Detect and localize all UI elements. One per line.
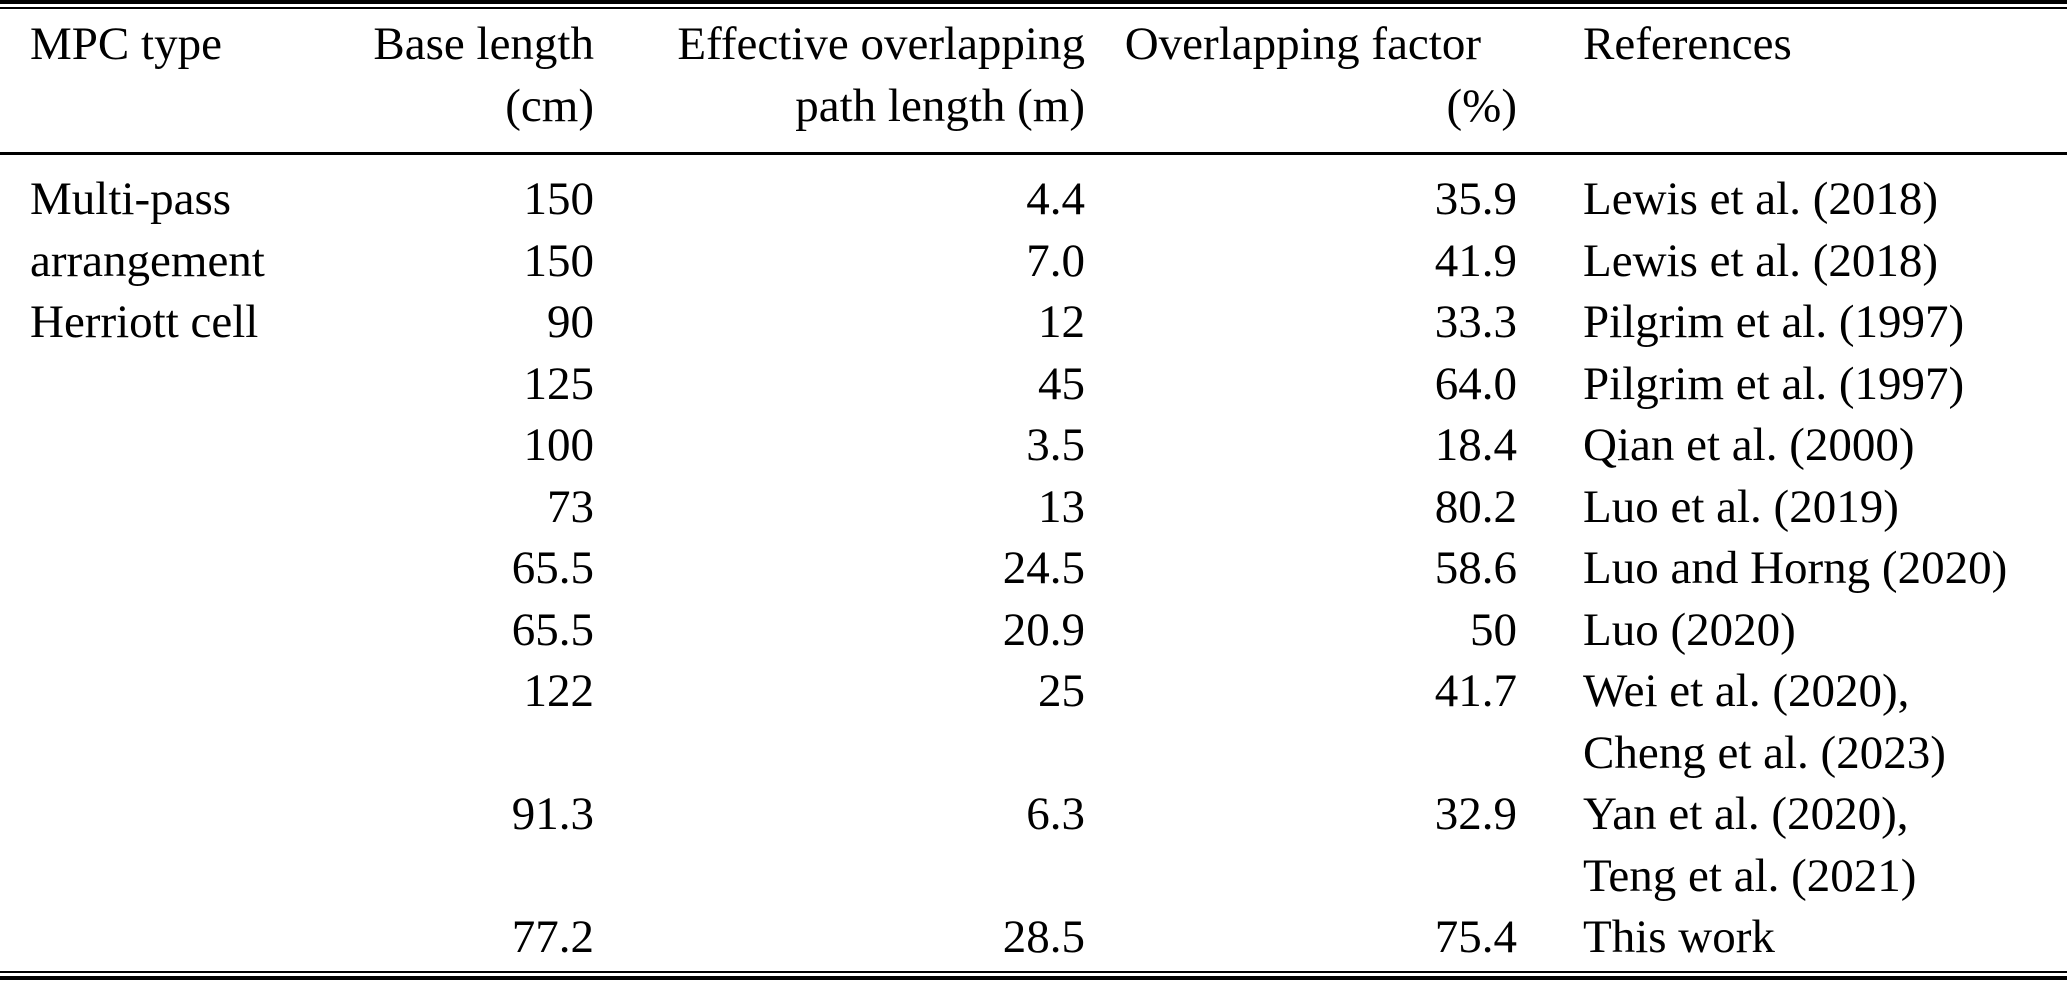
- reference-line: Yan et al. (2020),: [1583, 788, 1909, 840]
- references-cell: Pilgrim et al. (1997): [1517, 292, 2067, 354]
- header-overlap-factor: Overlapping factor (%): [1085, 10, 1517, 155]
- path-length-cell: 13: [1038, 480, 1085, 533]
- base-length-cell: 73: [547, 480, 594, 533]
- path-length-cell: 12: [1038, 296, 1085, 348]
- header-path-length: Effective overlapping path length (m): [594, 10, 1085, 155]
- header-label-mpc-type: MPC type: [30, 18, 222, 70]
- path-length-cell: 28.5: [1002, 911, 1085, 963]
- mpc-type-cell: [0, 784, 350, 907]
- base-length-cell: 100: [523, 419, 595, 471]
- references-cell: Yan et al. (2020), Teng et al. (2021): [1517, 784, 2067, 907]
- reference-line: Teng et al. (2021): [1583, 849, 1917, 902]
- reference-line: Luo and Horng (2020): [1583, 542, 2008, 594]
- table-row: Herriott cell 90 12 33.3 Pilgrim et al. …: [0, 292, 2067, 354]
- overlap-factor-cell: 32.9: [1434, 788, 1517, 840]
- mpc-type-cell: [0, 354, 350, 416]
- header-references: References: [1517, 10, 2067, 155]
- reference-line: Pilgrim et al. (1997): [1583, 296, 1965, 348]
- base-length-cell: 125: [523, 357, 595, 410]
- overlap-factor-cell: 58.6: [1434, 542, 1517, 594]
- table-body: Multi-pass 150 4.4 35.9 Lewis et al. (20…: [0, 154, 2067, 969]
- base-length-cell: 91.3: [511, 788, 594, 840]
- mpc-type-cell: [0, 600, 350, 662]
- path-length-cell: 7.0: [1026, 234, 1085, 287]
- header-unit-overlap-factor: (%): [1446, 79, 1517, 132]
- references-cell: Luo et al. (2019): [1517, 477, 2067, 539]
- table-row: 100 3.5 18.4 Qian et al. (2000): [0, 415, 2067, 477]
- header-label-base-length: Base length: [373, 18, 594, 70]
- base-length-cell: 122: [523, 665, 595, 717]
- base-length-cell: 150: [523, 234, 595, 287]
- path-length-cell: 3.5: [1026, 419, 1085, 471]
- references-cell: Lewis et al. (2018): [1517, 154, 2067, 231]
- table-row: 77.2 28.5 75.4 This work: [0, 907, 2067, 969]
- header-base-length: Base length (cm): [350, 10, 594, 155]
- table-row: 125 45 64.0 Pilgrim et al. (1997): [0, 354, 2067, 416]
- reference-line: Cheng et al. (2023): [1583, 726, 1946, 779]
- mpc-type-cell: arrangement: [30, 234, 265, 287]
- table-header: MPC type Base length (cm) Effective over…: [0, 10, 2067, 155]
- overlap-factor-cell: 64.0: [1434, 357, 1517, 410]
- reference-line: Lewis et al. (2018): [1583, 234, 1939, 287]
- header-row: MPC type Base length (cm) Effective over…: [0, 10, 2067, 155]
- header-label-references: References: [1583, 18, 1792, 70]
- overlap-factor-cell: 50: [1470, 603, 1517, 656]
- base-length-cell: 77.2: [511, 911, 594, 963]
- reference-line: This work: [1583, 911, 1775, 963]
- references-cell: Luo (2020): [1517, 600, 2067, 662]
- header-label-overlap-factor: Overlapping factor: [1124, 18, 1481, 70]
- base-length-cell: 65.5: [511, 542, 594, 594]
- table-bottom-rule: [0, 971, 2067, 980]
- path-length-cell: 4.4: [1026, 173, 1085, 225]
- mpc-type-cell: [0, 477, 350, 539]
- overlap-factor-cell: 80.2: [1434, 480, 1517, 533]
- mpc-comparison-table: MPC type Base length (cm) Effective over…: [0, 10, 2067, 969]
- table-row: 91.3 6.3 32.9 Yan et al. (2020), Teng et …: [0, 784, 2067, 907]
- header-unit-base-length: (cm): [505, 79, 594, 132]
- mpc-type-cell: Multi-pass: [30, 173, 232, 225]
- mpc-type-cell: [0, 538, 350, 600]
- table-row: 73 13 80.2 Luo et al. (2019): [0, 477, 2067, 539]
- table-row: 65.5 20.9 50 Luo (2020): [0, 600, 2067, 662]
- path-length-cell: 25: [1038, 665, 1085, 717]
- path-length-cell: 24.5: [1002, 542, 1085, 594]
- path-length-cell: 45: [1038, 357, 1085, 410]
- reference-line: Luo (2020): [1583, 603, 1796, 656]
- reference-line: Qian et al. (2000): [1583, 419, 1915, 471]
- overlap-factor-cell: 18.4: [1434, 419, 1517, 471]
- mpc-type-cell: [0, 415, 350, 477]
- references-cell: Wei et al. (2020), Cheng et al. (2023): [1517, 661, 2067, 784]
- base-length-cell: 65.5: [511, 603, 594, 656]
- table-row: 122 25 41.7 Wei et al. (2020), Cheng et a…: [0, 661, 2067, 784]
- path-length-cell: 20.9: [1002, 603, 1085, 656]
- reference-line: Lewis et al. (2018): [1583, 173, 1939, 225]
- overlap-factor-cell: 33.3: [1434, 296, 1517, 348]
- base-length-cell: 150: [523, 173, 595, 225]
- mpc-type-cell: [0, 907, 350, 969]
- table-row: arrangement 150 7.0 41.9 Lewis et al. (2…: [0, 231, 2067, 293]
- header-mpc-type: MPC type: [0, 10, 350, 155]
- path-length-cell: 6.3: [1026, 788, 1085, 840]
- overlap-factor-cell: 75.4: [1434, 911, 1517, 963]
- header-unit-path-length: path length (m): [795, 79, 1085, 132]
- reference-line: Wei et al. (2020),: [1583, 665, 1910, 717]
- references-cell: Luo and Horng (2020): [1517, 538, 2067, 600]
- mpc-type-cell: Herriott cell: [30, 296, 259, 348]
- references-cell: Pilgrim et al. (1997): [1517, 354, 2067, 416]
- table-row: 65.5 24.5 58.6 Luo and Horng (2020): [0, 538, 2067, 600]
- header-label-path-length: Effective overlapping: [677, 18, 1085, 70]
- overlap-factor-cell: 41.9: [1434, 234, 1517, 287]
- base-length-cell: 90: [547, 296, 594, 348]
- table-row: Multi-pass 150 4.4 35.9 Lewis et al. (20…: [0, 154, 2067, 231]
- references-cell: Qian et al. (2000): [1517, 415, 2067, 477]
- mpc-type-cell: [0, 661, 350, 784]
- overlap-factor-cell: 41.7: [1434, 665, 1517, 717]
- reference-line: Pilgrim et al. (1997): [1583, 357, 1965, 410]
- reference-line: Luo et al. (2019): [1583, 480, 1899, 533]
- references-cell: This work: [1517, 907, 2067, 969]
- overlap-factor-cell: 35.9: [1434, 173, 1517, 225]
- table-top-rule: [0, 0, 2067, 9]
- references-cell: Lewis et al. (2018): [1517, 231, 2067, 293]
